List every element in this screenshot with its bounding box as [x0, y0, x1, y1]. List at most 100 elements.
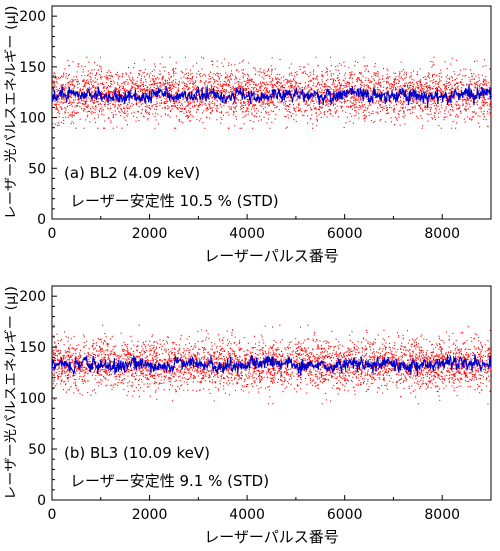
data-point-red	[149, 88, 150, 89]
data-point-red	[95, 81, 96, 82]
data-point-red	[370, 105, 371, 106]
data-point-red	[149, 341, 150, 342]
data-point-red	[430, 89, 431, 90]
data-point-red	[371, 94, 372, 95]
data-point-red	[365, 77, 366, 78]
data-point-red	[383, 90, 384, 91]
data-point-red	[134, 87, 135, 88]
data-point-red	[266, 91, 267, 92]
data-point-red	[338, 90, 339, 91]
data-point-red	[339, 85, 340, 86]
data-point-red	[283, 80, 284, 81]
data-point-red	[265, 75, 266, 76]
data-point-red	[316, 101, 317, 102]
data-point-red	[114, 100, 115, 101]
data-point-red	[94, 82, 95, 83]
data-point-red	[235, 106, 236, 107]
data-point-red	[159, 103, 160, 104]
data-point-red	[105, 385, 106, 386]
data-point-red	[190, 108, 191, 109]
data-point-red	[53, 381, 54, 382]
data-point-red	[325, 89, 326, 90]
data-point-red	[487, 102, 488, 103]
data-point-red	[351, 74, 352, 75]
data-point-red	[138, 102, 139, 103]
data-point-red	[63, 73, 64, 74]
data-point-red	[470, 101, 471, 102]
data-point-red	[60, 86, 61, 87]
data-point-red	[123, 107, 124, 108]
data-point-red	[178, 370, 179, 371]
data-point-red	[197, 73, 198, 74]
data-point-red	[187, 78, 188, 79]
data-point-red	[404, 72, 405, 73]
data-point-red	[63, 117, 64, 118]
data-point-red	[279, 79, 280, 80]
data-point-red	[82, 81, 83, 82]
data-point-red	[489, 391, 490, 392]
data-point-red	[208, 82, 209, 83]
data-point-red	[109, 101, 110, 102]
data-point-red	[264, 84, 265, 85]
data-point-red	[448, 82, 449, 83]
data-point-red	[228, 65, 229, 66]
data-point-red	[418, 118, 419, 119]
data-point-red	[427, 113, 428, 114]
data-point-red	[327, 95, 328, 96]
data-point-red	[236, 105, 237, 106]
data-point-red	[380, 119, 381, 120]
data-point-red	[418, 101, 419, 102]
data-point-red	[346, 86, 347, 87]
data-point-red	[172, 84, 173, 85]
data-point-red	[142, 103, 143, 104]
data-point-red	[431, 80, 432, 81]
data-point-red	[63, 120, 64, 121]
data-point-red	[323, 92, 324, 93]
data-point-red	[239, 63, 240, 64]
data-point-red	[343, 85, 344, 86]
data-point-red	[300, 83, 301, 84]
data-point-red	[289, 81, 290, 82]
data-point-red	[128, 67, 129, 68]
data-point-red	[446, 116, 447, 117]
data-point-red	[106, 101, 107, 102]
data-point-red	[359, 102, 360, 103]
data-point-red	[378, 89, 379, 90]
data-point-red	[209, 98, 210, 99]
data-point-red	[273, 340, 274, 341]
data-point-red	[168, 108, 169, 109]
data-point-red	[215, 74, 216, 75]
data-point-red	[272, 403, 273, 404]
data-point-red	[314, 103, 315, 104]
data-point-red	[133, 83, 134, 84]
data-point-red	[467, 103, 468, 104]
data-point-red	[140, 85, 141, 86]
data-point-red	[268, 69, 269, 70]
data-point-red	[442, 91, 443, 92]
data-point-red	[321, 108, 322, 109]
data-point-red	[411, 346, 412, 347]
data-point-red	[84, 84, 85, 85]
data-point-red	[247, 108, 248, 109]
data-point-red	[88, 111, 89, 112]
data-point-red	[367, 65, 368, 66]
data-point-red	[76, 76, 77, 77]
data-point-red	[432, 76, 433, 77]
data-point-red	[218, 90, 219, 91]
data-point-red	[217, 351, 218, 352]
data-point-red	[217, 61, 218, 62]
data-point-red	[406, 104, 407, 105]
data-point-red	[443, 93, 444, 94]
data-point-red	[264, 70, 265, 71]
data-point-red	[234, 88, 235, 89]
data-point-red	[311, 109, 312, 110]
data-point-red	[205, 81, 206, 82]
data-point-red	[294, 80, 295, 81]
data-point-red	[202, 75, 203, 76]
data-point-red	[430, 109, 431, 110]
data-point-red	[429, 107, 430, 108]
data-point-red	[68, 65, 69, 66]
data-point-red	[101, 114, 102, 115]
data-point-red	[100, 57, 101, 58]
